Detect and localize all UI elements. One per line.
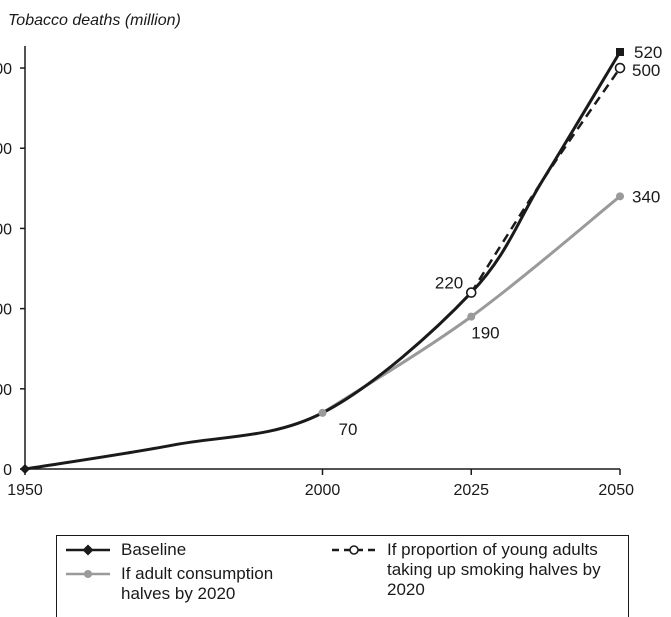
baseline-legend-icon xyxy=(66,544,110,556)
data-label-70: 70 xyxy=(339,420,358,439)
y-tick-label: 400 xyxy=(0,141,12,158)
marker-520 xyxy=(616,48,624,56)
x-tick-label: 1950 xyxy=(7,482,43,499)
x-tick-label: 2025 xyxy=(453,482,489,499)
legend-item-adult-consumption: If adult consumption halves by 2020 xyxy=(63,564,313,604)
data-label-220: 220 xyxy=(435,274,463,293)
young-adults-legend-icon xyxy=(332,545,376,555)
legend: Baseline If adult consumption halves by … xyxy=(56,535,629,617)
marker-2000 xyxy=(318,408,327,417)
y-tick-label: 500 xyxy=(0,61,12,78)
marker-220 xyxy=(465,287,477,298)
marker-500 xyxy=(614,62,626,74)
legend-label-baseline: Baseline xyxy=(121,540,187,559)
data-label-500: 500 xyxy=(632,61,660,80)
data-label-520: 520 xyxy=(634,43,662,62)
x-tick-label: 2000 xyxy=(305,482,341,499)
legend-item-baseline: Baseline xyxy=(63,540,313,560)
data-label-340: 340 xyxy=(632,187,660,206)
legend-item-young-adults: If proportion of young adults taking up … xyxy=(329,540,624,600)
baseline-start-marker xyxy=(20,464,30,474)
legend-label-adult-consumption: If adult consumption halves by 2020 xyxy=(121,564,274,603)
y-tick-label: 0 xyxy=(3,462,12,479)
y-tick-label: 200 xyxy=(0,302,12,319)
x-tick-label: 2050 xyxy=(598,482,634,499)
adult-consumption-legend-icon xyxy=(66,570,110,578)
chart: Tobacco deaths (million) 0 100 200 300 400 50… xyxy=(0,12,662,499)
series-line-1 xyxy=(321,195,621,415)
series-line-0 xyxy=(24,51,622,471)
data-label-190: 190 xyxy=(471,324,499,343)
series-line-2 xyxy=(470,67,622,294)
legend-label-young-adults: If proportion of young adults taking up … xyxy=(387,540,601,599)
chart-title: Tobacco deaths (million) xyxy=(8,12,181,29)
marker-190 xyxy=(467,312,476,321)
marker-340 xyxy=(616,192,624,201)
y-tick-label: 100 xyxy=(0,382,12,399)
y-tick-label: 300 xyxy=(0,221,12,238)
